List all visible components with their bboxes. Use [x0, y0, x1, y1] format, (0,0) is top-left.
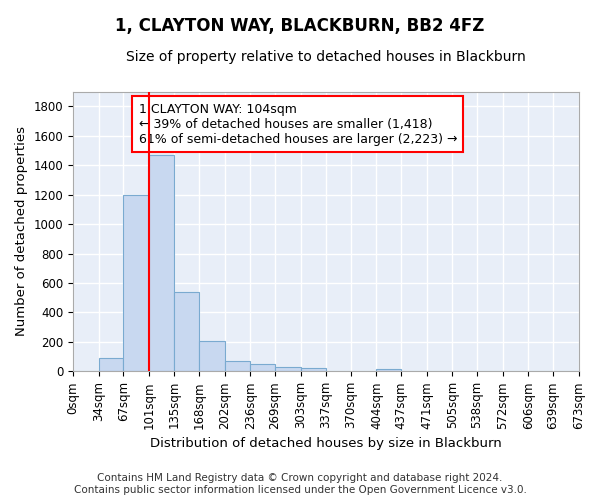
- Bar: [275, 367, 301, 372]
- Bar: [149, 155, 175, 372]
- Bar: [98, 358, 124, 372]
- Bar: [301, 368, 326, 372]
- Y-axis label: Number of detached properties: Number of detached properties: [15, 126, 28, 336]
- Bar: [199, 341, 225, 372]
- Text: 1 CLAYTON WAY: 104sqm
← 39% of detached houses are smaller (1,418)
61% of semi-d: 1 CLAYTON WAY: 104sqm ← 39% of detached …: [139, 102, 457, 146]
- Bar: [124, 194, 149, 372]
- Bar: [250, 364, 275, 372]
- X-axis label: Distribution of detached houses by size in Blackburn: Distribution of detached houses by size …: [150, 437, 502, 450]
- Title: Size of property relative to detached houses in Blackburn: Size of property relative to detached ho…: [126, 50, 526, 64]
- Bar: [225, 361, 250, 372]
- Bar: [175, 292, 199, 372]
- Text: 1, CLAYTON WAY, BLACKBURN, BB2 4FZ: 1, CLAYTON WAY, BLACKBURN, BB2 4FZ: [115, 18, 485, 36]
- Text: Contains HM Land Registry data © Crown copyright and database right 2024.
Contai: Contains HM Land Registry data © Crown c…: [74, 474, 526, 495]
- Bar: [376, 369, 401, 372]
